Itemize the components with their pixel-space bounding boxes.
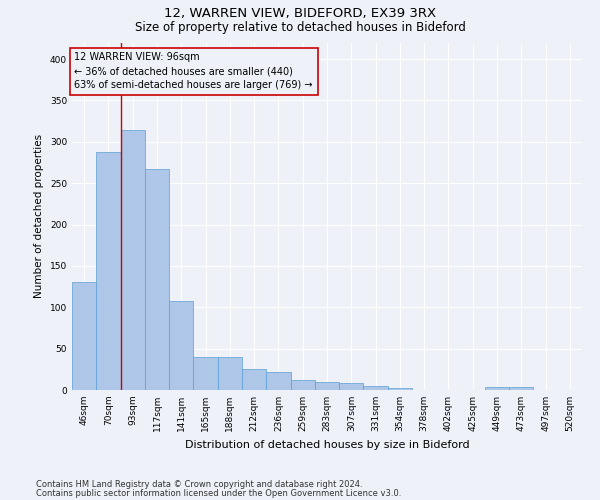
Bar xyxy=(339,382,364,390)
Bar xyxy=(388,388,412,390)
Bar xyxy=(193,357,218,390)
Bar xyxy=(121,130,145,390)
Text: 12 WARREN VIEW: 96sqm
← 36% of detached houses are smaller (440)
63% of semi-det: 12 WARREN VIEW: 96sqm ← 36% of detached … xyxy=(74,52,313,90)
X-axis label: Distribution of detached houses by size in Bideford: Distribution of detached houses by size … xyxy=(185,440,469,450)
Bar xyxy=(96,152,121,390)
Y-axis label: Number of detached properties: Number of detached properties xyxy=(34,134,44,298)
Text: Contains HM Land Registry data © Crown copyright and database right 2024.: Contains HM Land Registry data © Crown c… xyxy=(36,480,362,489)
Bar xyxy=(266,372,290,390)
Text: 12, WARREN VIEW, BIDEFORD, EX39 3RX: 12, WARREN VIEW, BIDEFORD, EX39 3RX xyxy=(164,8,436,20)
Bar xyxy=(509,386,533,390)
Bar xyxy=(242,370,266,390)
Bar xyxy=(145,169,169,390)
Bar xyxy=(364,386,388,390)
Bar xyxy=(169,300,193,390)
Bar xyxy=(218,357,242,390)
Bar xyxy=(485,386,509,390)
Text: Contains public sector information licensed under the Open Government Licence v3: Contains public sector information licen… xyxy=(36,488,401,498)
Bar xyxy=(315,382,339,390)
Text: Size of property relative to detached houses in Bideford: Size of property relative to detached ho… xyxy=(134,21,466,34)
Bar xyxy=(290,380,315,390)
Bar xyxy=(72,282,96,390)
